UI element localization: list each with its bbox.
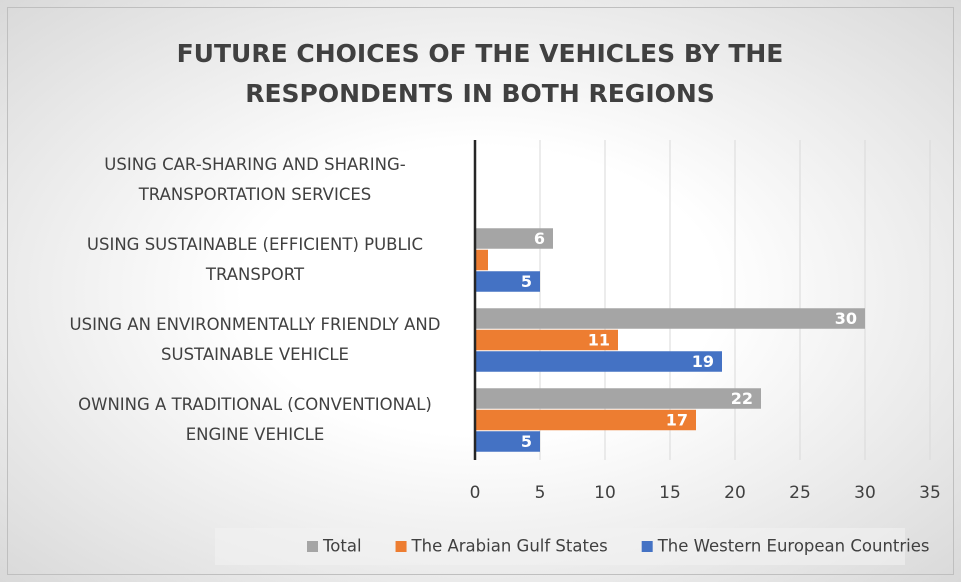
bar — [475, 271, 540, 292]
bar — [475, 431, 540, 452]
y-tick-label: USING SUSTAINABLE (EFFICIENT) PUBLIC TRA… — [86, 235, 424, 284]
bar — [475, 228, 553, 249]
x-tick-label: 15 — [659, 483, 681, 503]
legend-box — [215, 528, 905, 565]
x-tick-label: 20 — [724, 483, 746, 503]
legend-swatch — [641, 541, 653, 552]
legend-label: The Arabian Gulf States — [411, 537, 608, 556]
y-tick-label: OWNING A TRADITIONAL (CONVENTIONAL) ENGI… — [78, 395, 432, 444]
x-tick-label: 35 — [919, 483, 941, 503]
data-label: 5 — [521, 272, 532, 291]
x-tick-label: 5 — [535, 483, 546, 503]
legend-swatch — [307, 541, 318, 552]
x-tick-label: 10 — [594, 483, 616, 503]
data-label: 6 — [534, 229, 545, 248]
bar — [475, 249, 488, 271]
legend-label: The Western European Countries — [657, 537, 930, 556]
y-tick-label: USING AN ENVIRONMENTALLY FRIENDLY AND SU… — [69, 315, 441, 364]
x-tick-label: 30 — [854, 483, 876, 503]
x-tick-label: 0 — [470, 483, 481, 503]
data-label: 19 — [692, 352, 714, 371]
bar — [475, 409, 696, 431]
y-tick-label: USING CAR-SHARING AND SHARING-TRANSPORTA… — [104, 155, 406, 204]
legend-swatch — [395, 541, 407, 552]
bar — [475, 388, 761, 409]
data-label: 17 — [666, 411, 688, 430]
legend-label: Total — [322, 537, 362, 556]
bar — [475, 351, 722, 372]
data-label: 30 — [835, 309, 857, 328]
data-label: 11 — [588, 331, 610, 350]
bar — [475, 308, 865, 329]
x-tick-label: 25 — [789, 483, 811, 503]
chart-border — [7, 7, 954, 575]
bar — [475, 329, 618, 351]
data-label: 5 — [521, 432, 532, 451]
chart-title: FUTURE CHOICES OF THE VEHICLES BY THE RE… — [176, 39, 784, 108]
data-label: 22 — [731, 389, 753, 408]
